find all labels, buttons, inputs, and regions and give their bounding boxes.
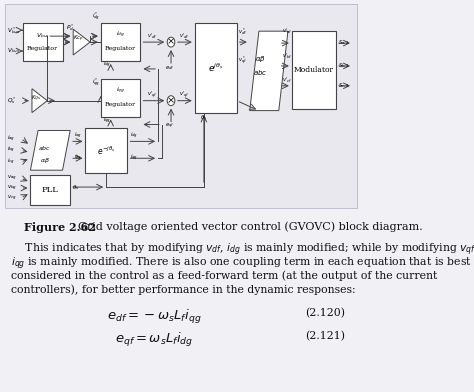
Text: This indicates that by modifying $v_{df}$, $i_{dg}$ is mainly modified; while by: This indicates that by modifying $v_{df}…: [10, 242, 474, 258]
Text: $V_{bus}$: $V_{bus}$: [7, 47, 20, 56]
Text: $P_d^*$: $P_d^*$: [65, 22, 74, 33]
Bar: [85, 129, 128, 173]
Text: $\theta_s$: $\theta_s$: [73, 183, 80, 192]
Circle shape: [167, 37, 175, 47]
Text: $v'_{df}$: $v'_{df}$: [179, 32, 190, 41]
Text: controllers), for better performance in the dynamic responses:: controllers), for better performance in …: [10, 285, 355, 296]
Bar: [30, 175, 70, 205]
Text: $i_{cg}$: $i_{cg}$: [7, 157, 15, 167]
Text: (2.120): (2.120): [305, 308, 345, 318]
Text: $Q_s^*$: $Q_s^*$: [7, 95, 17, 106]
Text: $i_{ag}$: $i_{ag}$: [7, 133, 15, 143]
Text: $e^{j\theta_s}$: $e^{j\theta_s}$: [208, 62, 224, 74]
Bar: [101, 23, 140, 61]
Text: Modulator: Modulator: [294, 66, 334, 74]
Text: considered in the control as a feed-forward term (at the output of the current: considered in the control as a feed-forw…: [10, 270, 437, 281]
Text: $v_{cg}$: $v_{cg}$: [7, 193, 17, 203]
Circle shape: [167, 96, 175, 106]
Text: $V_{bus}^*$: $V_{bus}^*$: [7, 25, 20, 36]
Text: $i_{\alpha g}$: $i_{\alpha g}$: [74, 130, 82, 141]
Text: $Kc_p$: $Kc_p$: [73, 34, 84, 44]
Text: $S_{c,2}$: $S_{c,2}$: [338, 82, 350, 90]
Text: Grid voltage oriented vector control (GVOVC) block diagram.: Grid voltage oriented vector control (GV…: [64, 222, 423, 232]
Text: $e_{qf} = \omega_s L_f i_{dg}$: $e_{qf} = \omega_s L_f i_{dg}$: [115, 331, 193, 349]
Text: $v'_{qf}$: $v'_{qf}$: [179, 89, 190, 100]
Text: $\theta_s$: $\theta_s$: [200, 113, 207, 122]
Text: Figure 2.62: Figure 2.62: [24, 222, 96, 233]
Text: $v_{bg}$: $v_{bg}$: [7, 183, 17, 192]
Polygon shape: [73, 29, 90, 55]
Text: (2.121): (2.121): [305, 331, 345, 341]
Text: $v'_{af}$: $v'_{af}$: [282, 27, 292, 36]
Text: $e_{df}$: $e_{df}$: [165, 64, 174, 72]
Text: $i_{qg}$: $i_{qg}$: [130, 153, 138, 163]
Text: $i_{\beta g}$: $i_{\beta g}$: [74, 153, 82, 163]
Text: $v_{qf}^*$: $v_{qf}^*$: [238, 55, 247, 67]
Text: $i_{qg}$: $i_{qg}$: [116, 86, 125, 96]
Text: $v'_{cf}$: $v'_{cf}$: [282, 76, 292, 85]
Text: $i_{bg}$: $i_{bg}$: [7, 145, 15, 155]
Bar: [5, 4, 357, 208]
Text: Regulator: Regulator: [105, 46, 136, 51]
Text: $K_{Qs}$: $K_{Qs}$: [31, 94, 42, 103]
Text: Regulator: Regulator: [27, 46, 58, 51]
Text: $abc$: $abc$: [38, 144, 52, 152]
Text: $e_{df} = -\omega_s L_f i_{qg}$: $e_{df} = -\omega_s L_f i_{qg}$: [107, 308, 201, 326]
Text: $abc$: $abc$: [253, 68, 268, 77]
Text: ×: ×: [167, 38, 175, 47]
Text: $i_{dg}$: $i_{dg}$: [116, 30, 125, 40]
Bar: [101, 79, 140, 116]
Text: $v_{df}^*$: $v_{df}^*$: [238, 26, 247, 36]
Text: $V_{bus}$: $V_{bus}$: [36, 31, 50, 40]
Text: $i_{dg}$: $i_{dg}$: [103, 60, 111, 70]
Text: $e_{qf}$: $e_{qf}$: [165, 122, 174, 131]
Text: $i_{dg}^*$: $i_{dg}^*$: [91, 11, 100, 24]
Polygon shape: [30, 131, 70, 170]
Text: $e^{-j\theta_s}$: $e^{-j\theta_s}$: [97, 145, 116, 157]
Text: $i_{dg}$: $i_{dg}$: [130, 130, 138, 141]
Text: PLL: PLL: [42, 186, 59, 194]
Polygon shape: [32, 89, 47, 113]
Text: $i_{qg}^*$: $i_{qg}^*$: [91, 77, 100, 89]
Bar: [5, 4, 357, 208]
Text: $i_{qg}$: $i_{qg}$: [103, 115, 111, 126]
Text: $S_{b,2}$: $S_{b,2}$: [338, 62, 350, 70]
Text: $v_{ag}$: $v_{ag}$: [7, 174, 17, 183]
Bar: [195, 23, 237, 113]
Text: $\alpha\beta$: $\alpha\beta$: [40, 156, 50, 165]
Text: Regulator: Regulator: [105, 102, 136, 107]
Polygon shape: [250, 31, 288, 111]
Text: $v'_{bf}$: $v'_{bf}$: [282, 51, 292, 60]
Bar: [23, 23, 63, 61]
Text: $i_{qg}$ is mainly modified. There is also one coupling term in each equation th: $i_{qg}$ is mainly modified. There is al…: [10, 256, 472, 272]
Text: $S_{a,2}$: $S_{a,2}$: [338, 39, 350, 47]
Bar: [292, 31, 336, 109]
Text: ×: ×: [167, 96, 175, 105]
Text: $v'_{df}$: $v'_{df}$: [146, 32, 157, 41]
Text: $v'_{qf}$: $v'_{qf}$: [146, 89, 157, 100]
Text: $\alpha\beta$: $\alpha\beta$: [255, 54, 266, 64]
